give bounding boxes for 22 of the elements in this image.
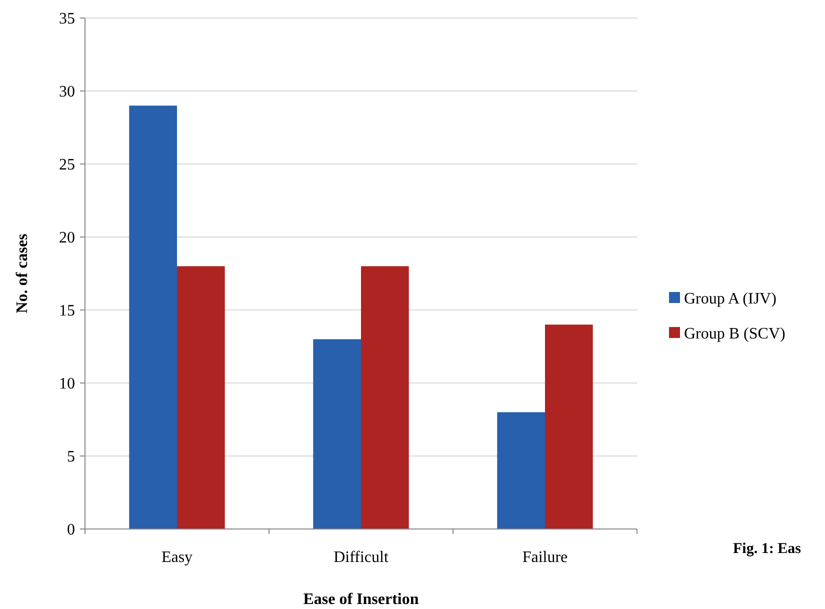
y-tick-label: 5 [67,448,75,466]
x-tick-label: Failure [522,549,568,566]
x-axis-title: Ease of Insertion [303,591,419,608]
bar [177,266,225,529]
y-tick-label: 0 [67,522,75,539]
y-axis-title: No. of cases [14,234,31,314]
y-tick-label: 25 [59,156,75,174]
y-tick-label: 10 [59,376,75,393]
legend-label: Group A (IJV) [684,290,776,308]
caption: Fig. 1: Eas [733,541,802,557]
bar [545,324,593,529]
y-tick-label: 20 [59,230,75,247]
bar [361,266,409,529]
bar [497,412,545,529]
y-tick-label: 15 [59,302,75,320]
x-tick-label: Difficult [334,549,389,566]
x-tick-label: Easy [161,549,193,566]
legend-label: Group B (SCV) [684,326,786,343]
y-tick-label: 30 [59,84,75,101]
bar [129,106,177,529]
bar [313,339,361,529]
y-tick-label: 35 [59,10,75,28]
